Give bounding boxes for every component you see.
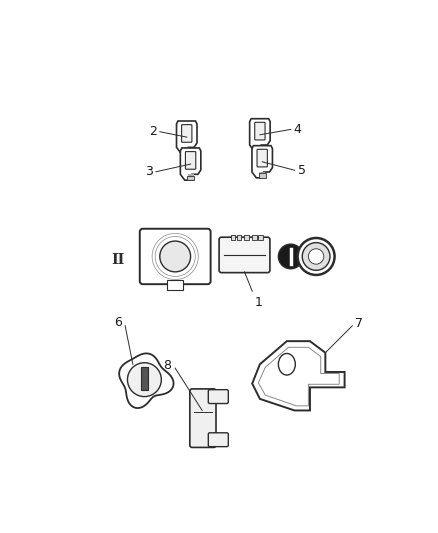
FancyBboxPatch shape	[208, 433, 228, 447]
Bar	[184, 147, 190, 152]
Bar	[258, 235, 263, 239]
Text: 1: 1	[254, 296, 262, 310]
Text: 8: 8	[163, 359, 171, 372]
Polygon shape	[119, 353, 173, 408]
Bar	[257, 145, 263, 149]
FancyBboxPatch shape	[185, 151, 196, 169]
FancyBboxPatch shape	[208, 390, 228, 403]
FancyBboxPatch shape	[257, 149, 267, 167]
Polygon shape	[250, 119, 270, 151]
Circle shape	[302, 243, 330, 270]
Bar	[256, 147, 264, 151]
Bar	[187, 174, 194, 179]
Bar	[141, 367, 148, 391]
Bar	[183, 149, 191, 153]
Text: 5: 5	[298, 164, 306, 177]
Text: 3: 3	[145, 165, 153, 178]
FancyBboxPatch shape	[190, 389, 216, 447]
Bar	[237, 235, 241, 239]
Circle shape	[160, 241, 191, 272]
Bar	[258, 173, 266, 178]
Polygon shape	[180, 148, 201, 180]
FancyBboxPatch shape	[182, 125, 192, 142]
Bar	[244, 235, 249, 239]
Text: 6: 6	[114, 316, 122, 329]
Bar	[167, 280, 183, 290]
FancyBboxPatch shape	[219, 237, 270, 273]
FancyBboxPatch shape	[255, 123, 265, 140]
Polygon shape	[252, 146, 272, 178]
Bar	[187, 176, 194, 180]
Text: 4: 4	[294, 123, 302, 136]
Ellipse shape	[279, 353, 295, 375]
Circle shape	[308, 249, 324, 264]
Bar	[231, 235, 235, 239]
Circle shape	[127, 363, 161, 397]
Polygon shape	[252, 341, 345, 410]
Text: 7: 7	[355, 317, 363, 330]
FancyBboxPatch shape	[140, 229, 211, 284]
Text: II: II	[111, 253, 124, 268]
Text: 2: 2	[149, 125, 157, 138]
Circle shape	[279, 244, 303, 269]
Polygon shape	[177, 121, 197, 153]
Bar	[259, 172, 265, 176]
Bar	[252, 235, 257, 239]
Circle shape	[298, 238, 335, 275]
